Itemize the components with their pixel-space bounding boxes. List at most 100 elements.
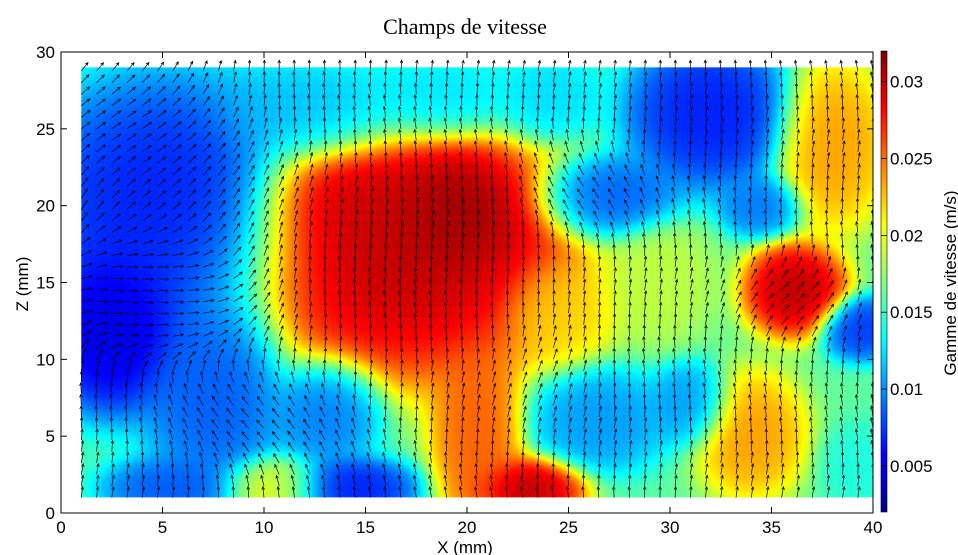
velocity-vector (627, 382, 632, 394)
velocity-vector (794, 186, 799, 199)
velocity-vector (429, 324, 433, 337)
velocity-vector (506, 266, 510, 279)
velocity-vector (354, 151, 358, 164)
velocity-vector (781, 281, 790, 291)
velocity-vector (735, 439, 739, 452)
velocity-vector (733, 186, 737, 199)
velocity-vector (720, 128, 724, 141)
velocity-vector (125, 439, 129, 452)
velocity-vector (81, 287, 93, 291)
velocity-vector (81, 262, 93, 268)
velocity-vector (595, 140, 600, 152)
velocity-vector (811, 304, 820, 314)
velocity-vector (717, 197, 722, 210)
velocity-vector (642, 485, 647, 498)
velocity-vector (127, 323, 139, 327)
velocity-vector (702, 209, 706, 222)
velocity-vector (720, 267, 725, 279)
velocity-vector (506, 209, 510, 222)
velocity-vector (308, 266, 312, 279)
velocity-vector (794, 71, 798, 83)
velocity-vector (460, 186, 465, 199)
velocity-vector (233, 222, 241, 233)
velocity-vector (126, 462, 130, 475)
velocity-vector (781, 256, 787, 268)
velocity-vector (781, 117, 785, 129)
velocity-vector (688, 243, 693, 256)
velocity-vector (292, 70, 296, 83)
velocity-vector (96, 263, 109, 268)
velocity-vector (398, 301, 402, 314)
velocity-vector (613, 71, 618, 83)
velocity-vector (138, 405, 143, 418)
velocity-vector (628, 255, 632, 268)
velocity-vector (750, 486, 755, 498)
velocity-vector (811, 336, 817, 348)
velocity-vector (808, 405, 813, 418)
velocity-vector (644, 105, 648, 118)
velocity-vector (111, 359, 117, 372)
velocity-vector (826, 474, 831, 487)
velocity-vector (705, 301, 710, 314)
velocity-vector (157, 252, 170, 257)
velocity-vector (172, 144, 182, 153)
velocity-vector (854, 71, 859, 83)
velocity-vector (444, 324, 448, 337)
velocity-vector (474, 278, 479, 291)
velocity-vector (688, 151, 692, 164)
velocity-vector (81, 211, 89, 222)
velocity-vector (796, 315, 805, 326)
velocity-vector (840, 93, 844, 106)
velocity-vector (261, 485, 265, 498)
velocity-vector (842, 486, 846, 498)
velocity-vector (79, 405, 83, 418)
velocity-vector (141, 214, 152, 222)
velocity-vector (323, 347, 328, 360)
velocity-vector (96, 166, 105, 176)
velocity-vector (429, 335, 434, 348)
velocity-vector (703, 335, 708, 348)
velocity-vector (111, 486, 115, 498)
velocity-vector (613, 82, 618, 95)
velocity-vector (141, 110, 152, 118)
velocity-vector (766, 336, 771, 348)
velocity-vector (522, 348, 528, 360)
velocity-vector (367, 405, 372, 418)
velocity-vector (810, 93, 814, 106)
velocity-vector (141, 61, 150, 72)
velocity-vector (550, 474, 555, 487)
velocity-vector (582, 105, 586, 118)
velocity-vector (156, 485, 161, 498)
velocity-vector (537, 266, 541, 279)
velocity-vector (595, 232, 600, 245)
velocity-vector (794, 370, 798, 383)
velocity-vector (671, 186, 676, 199)
velocity-vector (763, 393, 767, 406)
velocity-vector (492, 382, 497, 394)
velocity-vector (233, 153, 241, 164)
velocity-vector (627, 485, 631, 498)
velocity-vector (598, 416, 603, 429)
velocity-vector (141, 352, 152, 360)
velocity-vector (608, 199, 615, 210)
velocity-vector (578, 152, 585, 164)
velocity-vector (474, 163, 478, 175)
colorbar-tick-label: 0.025 (890, 150, 933, 169)
velocity-vector (111, 201, 121, 210)
velocity-vector (779, 359, 784, 371)
velocity-vector (384, 243, 388, 256)
velocity-vector (81, 330, 92, 337)
velocity-vector (489, 163, 493, 175)
velocity-vector (735, 324, 740, 337)
velocity-vector (810, 174, 815, 187)
velocity-vector (628, 290, 633, 302)
velocity-vector (141, 178, 152, 187)
velocity-vector (687, 393, 692, 406)
velocity-vector (277, 59, 281, 72)
velocity-vector (248, 316, 257, 326)
velocity-vector (203, 309, 215, 314)
velocity-vector (96, 144, 106, 153)
velocity-vector (172, 121, 182, 130)
velocity-vector (368, 255, 372, 268)
velocity-vector (781, 128, 785, 141)
